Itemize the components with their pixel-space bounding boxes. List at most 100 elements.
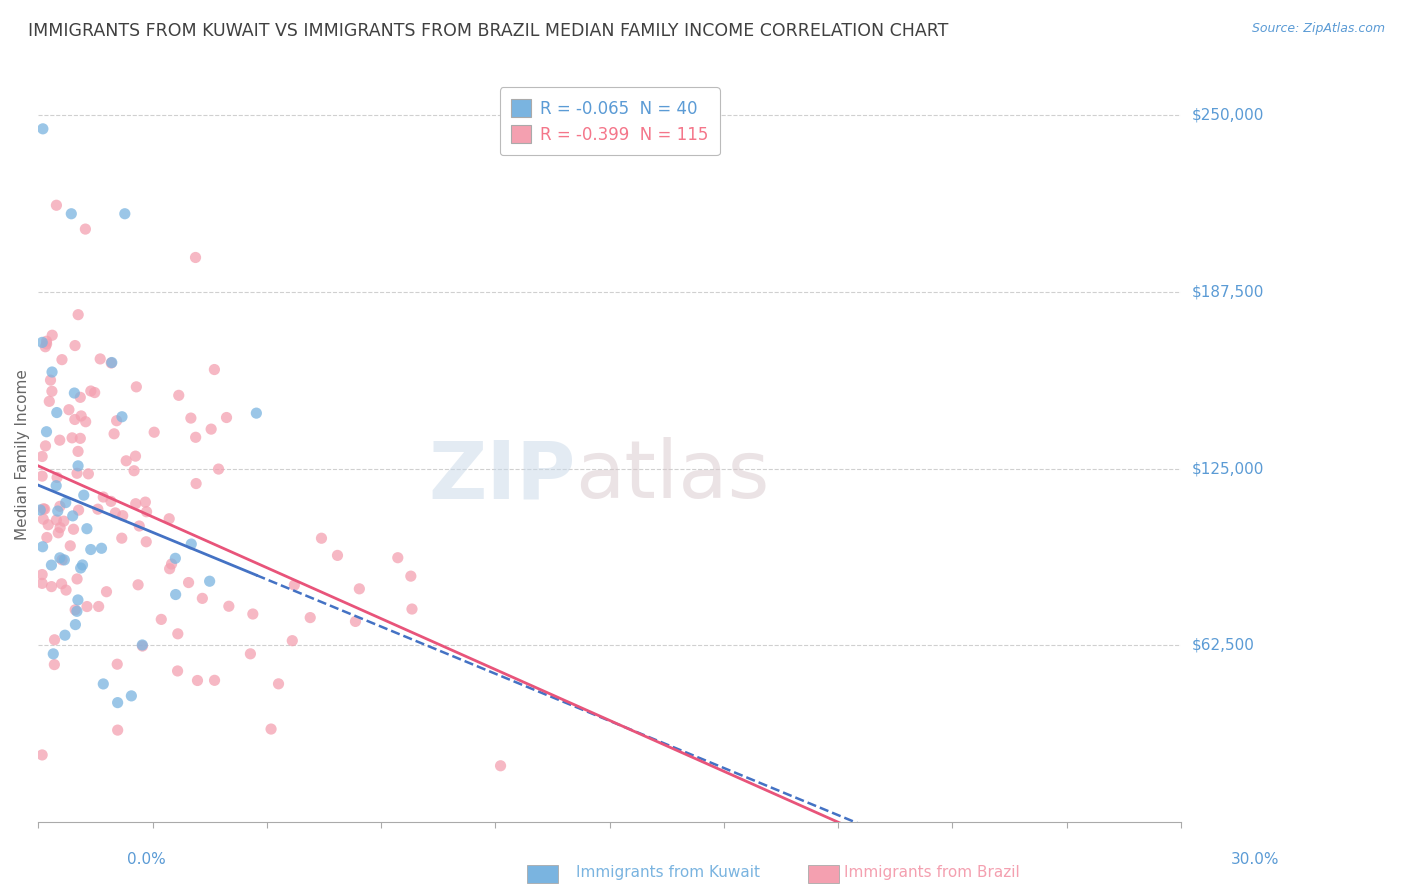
Point xyxy=(32,501,55,516)
Text: Immigrants from Kuwait: Immigrants from Kuwait xyxy=(576,865,761,880)
Point xyxy=(63,386,86,401)
Point xyxy=(31,540,53,554)
Point xyxy=(66,593,89,607)
Point xyxy=(67,458,90,473)
Text: Immigrants from Brazil: Immigrants from Brazil xyxy=(844,865,1019,880)
Point xyxy=(167,388,190,402)
Point xyxy=(76,522,98,536)
Point xyxy=(73,488,96,502)
Point xyxy=(96,584,118,599)
Point xyxy=(63,412,86,426)
Point xyxy=(299,610,322,624)
Point xyxy=(45,479,67,493)
Point xyxy=(55,495,77,509)
Point xyxy=(51,352,73,367)
Text: $187,500: $187,500 xyxy=(1192,284,1264,299)
Point xyxy=(135,534,157,549)
Point xyxy=(91,490,114,504)
Point xyxy=(32,512,55,526)
Point xyxy=(100,356,122,370)
Text: 30.0%: 30.0% xyxy=(1232,852,1279,867)
Point xyxy=(41,365,63,379)
Point xyxy=(45,513,67,527)
Point xyxy=(260,722,283,736)
Point xyxy=(67,444,90,458)
Point xyxy=(72,558,94,572)
Point xyxy=(91,677,114,691)
Point xyxy=(104,506,127,520)
Point xyxy=(184,476,207,491)
Point xyxy=(150,612,173,626)
Point xyxy=(67,503,90,517)
Point xyxy=(401,602,423,616)
Point xyxy=(186,673,208,688)
Text: IMMIGRANTS FROM KUWAIT VS IMMIGRANTS FROM BRAZIL MEDIAN FAMILY INCOME CORRELATIO: IMMIGRANTS FROM KUWAIT VS IMMIGRANTS FRO… xyxy=(28,22,949,40)
Point xyxy=(41,558,63,573)
Point xyxy=(80,542,103,557)
Point xyxy=(70,409,93,423)
Point xyxy=(103,426,125,441)
Point xyxy=(35,425,58,439)
Point xyxy=(63,603,86,617)
Point xyxy=(200,422,222,436)
Point xyxy=(45,405,67,419)
Point xyxy=(202,362,225,376)
Point xyxy=(49,500,72,514)
Point xyxy=(177,575,200,590)
Point xyxy=(75,222,97,236)
Point xyxy=(180,411,202,425)
Legend: R = -0.065  N = 40, R = -0.399  N = 115: R = -0.065 N = 40, R = -0.399 N = 115 xyxy=(499,87,720,155)
Point xyxy=(45,198,67,212)
Point xyxy=(46,525,69,540)
Point xyxy=(87,599,110,614)
Point xyxy=(83,385,105,400)
Point xyxy=(242,607,264,621)
Point xyxy=(31,335,53,350)
Point xyxy=(59,539,82,553)
Point xyxy=(80,384,103,398)
Point xyxy=(349,582,371,596)
Point xyxy=(60,207,83,221)
Text: $250,000: $250,000 xyxy=(1192,107,1264,122)
Point xyxy=(69,390,91,404)
Point xyxy=(184,430,207,444)
Point xyxy=(120,689,142,703)
Point xyxy=(30,503,52,517)
Point xyxy=(131,639,153,653)
Point xyxy=(215,410,238,425)
Point xyxy=(128,519,150,533)
Point xyxy=(77,467,100,481)
Point xyxy=(124,449,146,463)
Point xyxy=(60,431,83,445)
Point xyxy=(69,561,91,575)
Point xyxy=(207,462,229,476)
Point xyxy=(111,531,134,545)
Point xyxy=(245,406,267,420)
Point xyxy=(344,615,367,629)
Point xyxy=(69,431,91,445)
Point xyxy=(159,562,181,576)
Point xyxy=(39,373,62,387)
Point xyxy=(67,308,90,322)
Point xyxy=(111,409,134,424)
Point xyxy=(51,576,73,591)
Point xyxy=(58,402,80,417)
Point xyxy=(267,677,290,691)
Point xyxy=(160,557,183,571)
Point xyxy=(66,604,89,618)
Point xyxy=(87,502,110,516)
Point xyxy=(135,505,157,519)
Point xyxy=(239,647,262,661)
Point xyxy=(184,251,207,265)
Point xyxy=(46,504,69,518)
Point xyxy=(34,340,56,354)
Point xyxy=(281,633,304,648)
Point xyxy=(51,553,73,567)
Point xyxy=(204,673,226,688)
Point xyxy=(387,550,409,565)
Point xyxy=(38,394,60,409)
Point xyxy=(31,121,53,136)
Point xyxy=(52,514,75,528)
Point xyxy=(31,567,53,582)
Point xyxy=(62,522,84,536)
